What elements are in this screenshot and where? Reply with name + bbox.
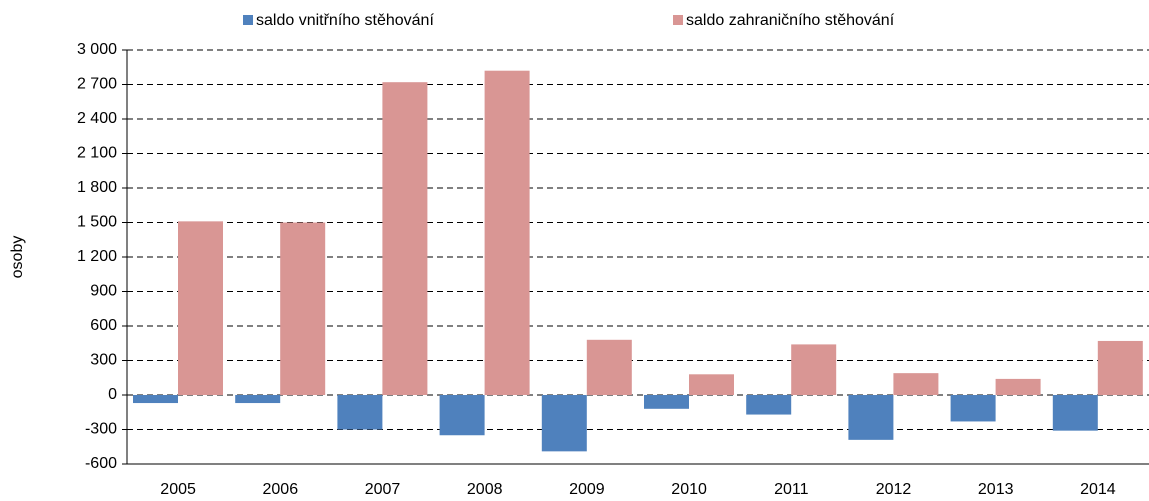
y-tick-label: -300	[85, 421, 117, 438]
bar	[848, 395, 894, 440]
bar	[235, 395, 281, 404]
bar	[382, 82, 428, 395]
bar	[1052, 395, 1098, 431]
legend-label: saldo vnitřního stěhování	[256, 12, 434, 29]
y-tick-label: 2 700	[77, 76, 117, 93]
bar	[541, 395, 587, 452]
bar	[689, 374, 734, 395]
x-tick-label: 2009	[569, 481, 605, 498]
bar	[893, 373, 939, 395]
x-tick-label: 2006	[263, 481, 299, 498]
y-tick-label: 2 400	[77, 110, 117, 127]
y-axis-label: osoby	[9, 236, 26, 279]
legend-swatch	[243, 15, 253, 25]
x-tick-label: 2007	[365, 481, 401, 498]
bar	[746, 395, 792, 415]
x-tick-label: 2012	[876, 481, 912, 498]
x-tick-label: 2014	[1080, 481, 1116, 498]
x-tick-label: 2013	[978, 481, 1014, 498]
x-tick-label: 2008	[467, 481, 503, 498]
y-tick-label: 1 800	[77, 179, 117, 196]
y-tick-label: 1 500	[77, 214, 117, 231]
bar	[1097, 340, 1143, 395]
bar	[950, 395, 996, 422]
bar	[484, 70, 530, 395]
bar	[280, 222, 326, 395]
y-tick-label: 3 000	[77, 41, 117, 58]
y-tick-label: 2 100	[77, 145, 117, 162]
bar	[791, 344, 837, 395]
bar	[133, 395, 178, 404]
bar	[439, 395, 485, 436]
y-tick-label: 0	[108, 386, 117, 403]
bar	[337, 395, 383, 430]
bar	[586, 339, 632, 395]
y-tick-label: 300	[90, 352, 117, 369]
x-tick-label: 2010	[671, 481, 707, 498]
bar	[995, 378, 1041, 395]
legend-label: saldo zahraničního stěhování	[686, 12, 895, 29]
bar	[178, 221, 223, 395]
x-tick-label: 2005	[160, 481, 196, 498]
y-tick-label: -600	[85, 455, 117, 472]
legend-swatch	[673, 15, 683, 25]
bar	[644, 395, 689, 409]
y-tick-label: 600	[90, 317, 117, 334]
y-tick-label: 1 200	[77, 248, 117, 265]
y-tick-label: 900	[90, 283, 117, 300]
x-tick-label: 2011	[774, 481, 809, 498]
